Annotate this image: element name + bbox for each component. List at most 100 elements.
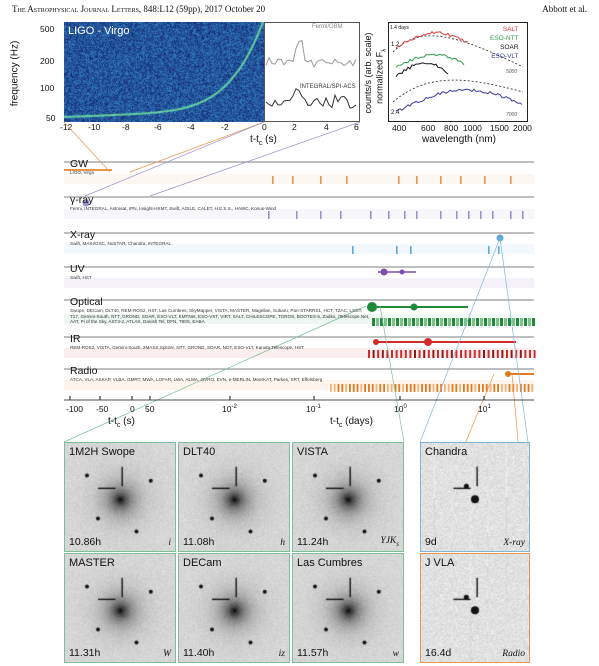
xtick: -10 [88,122,101,132]
obs-tick [364,384,366,392]
thumb-filter: Radio [502,649,525,659]
obs-tick [383,384,385,392]
spectrogram-panel: LIGO - Virgo [64,22,264,122]
thumb-time: 11.57h [297,647,329,659]
band-optical-label: Optical [70,296,103,308]
xtick: -6 [154,122,162,132]
obs-tick [510,350,513,358]
obs-tick [370,211,372,219]
obs-tick [418,350,421,358]
obs-tick [460,176,462,184]
spectrogram-title: LIGO - Virgo [68,25,130,37]
obs-tick [474,384,477,392]
connector-gw [129,121,265,173]
obs-tick [320,211,322,219]
obs-tick [425,384,427,392]
obs-tick [488,246,490,254]
obs-tick [482,384,484,392]
thumb-vla: J VLA 16.4d Radio [420,553,530,663]
obs-tick [386,350,389,358]
master-image [65,554,175,662]
obs-tick [500,318,503,326]
obs-tick [371,384,374,392]
obs-tick [296,211,298,219]
obs-tick [441,350,444,358]
blackbody-upper [392,35,524,68]
obs-tick [531,384,534,392]
obs-tick [428,384,431,392]
obs-tick [469,350,472,358]
thumb-time: 11.08h [183,536,215,548]
salt-spectrum [395,30,469,49]
obs-tick [391,350,393,358]
obs-tick [463,384,465,392]
obs-tick [492,318,495,326]
obs-tick [414,350,416,358]
connector-gamma [149,121,361,197]
obs-tick [437,350,439,358]
obs-tick [398,384,401,392]
connector-gamma [84,121,265,197]
xtick: 2000 [513,123,532,133]
obs-tick [406,384,408,392]
epoch-label-3: 2.4 [391,110,400,116]
band-uv: UV Swift, HST [70,263,92,280]
obs-tick [523,384,526,392]
ir-detection [373,339,379,345]
obs-tick [409,384,412,392]
obs-tick [372,318,375,326]
band-xray: X-ray Swift, MAXI/GSC, NuSTAR, Chandra, … [70,229,171,246]
obs-tick [512,318,515,326]
thumb-filter: i [168,538,171,548]
gbm-label: Fermi/GBM [312,24,343,30]
thumb-title: VISTA [297,446,328,458]
dlt40-image [179,443,289,551]
gamma-lightcurve [264,22,360,122]
obs-tick [468,318,471,326]
band-xray-label: X-ray [70,229,96,241]
obs-tick [478,384,480,392]
band-strip [64,380,534,390]
spec-xaxis: -12 -10 -8 -6 -4 -2 0 2 4 6 [60,122,370,136]
obs-tick [516,318,519,326]
optical-detection [410,303,418,311]
obs-tick [492,211,494,219]
obs-tick [428,318,431,326]
vla-image [421,554,529,662]
authors: Abbott et al. [542,4,587,14]
obs-tick [448,318,451,326]
obs-tick [381,350,384,358]
uv-detection [399,269,405,275]
temp-label-1: 5000 [506,69,518,75]
obs-tick [404,211,406,219]
obs-tick [446,350,449,358]
xtick: 6 [354,122,359,132]
xtick: -4 [187,122,195,132]
obs-tick [496,318,499,326]
running-header: The Astrophysical Journal Letters, 848:L… [12,4,266,14]
log-tick: 10-2 [222,404,237,414]
obs-tick [483,350,485,358]
vlt-spectrum [395,88,523,112]
obs-tick [346,176,348,184]
obs-tick [420,318,423,326]
obs-tick [501,350,504,358]
obs-tick [387,384,389,392]
obs-tick [455,350,458,358]
obs-tick [451,384,454,392]
lin-tick: 50 [145,404,155,414]
lin-tick: -50 [96,404,109,414]
epoch-label-1: 1.4 days [390,25,409,31]
obs-tick [368,350,370,358]
obs-tick [497,384,499,392]
band-gamma-label: γ-ray [70,194,94,206]
ytick-50: 50 [46,113,56,123]
obs-tick [529,350,531,358]
band-uv-facilities: Swift, HST [70,275,92,280]
thumb-filter: W [163,649,171,659]
thumb-master: MASTER 11.31h W [64,553,176,663]
obs-tick [488,318,491,326]
obs-tick [376,318,379,326]
obs-tick [464,350,467,358]
spectra-legend: SALT ESO-NTT SOAR ESO-VLT [490,25,519,61]
